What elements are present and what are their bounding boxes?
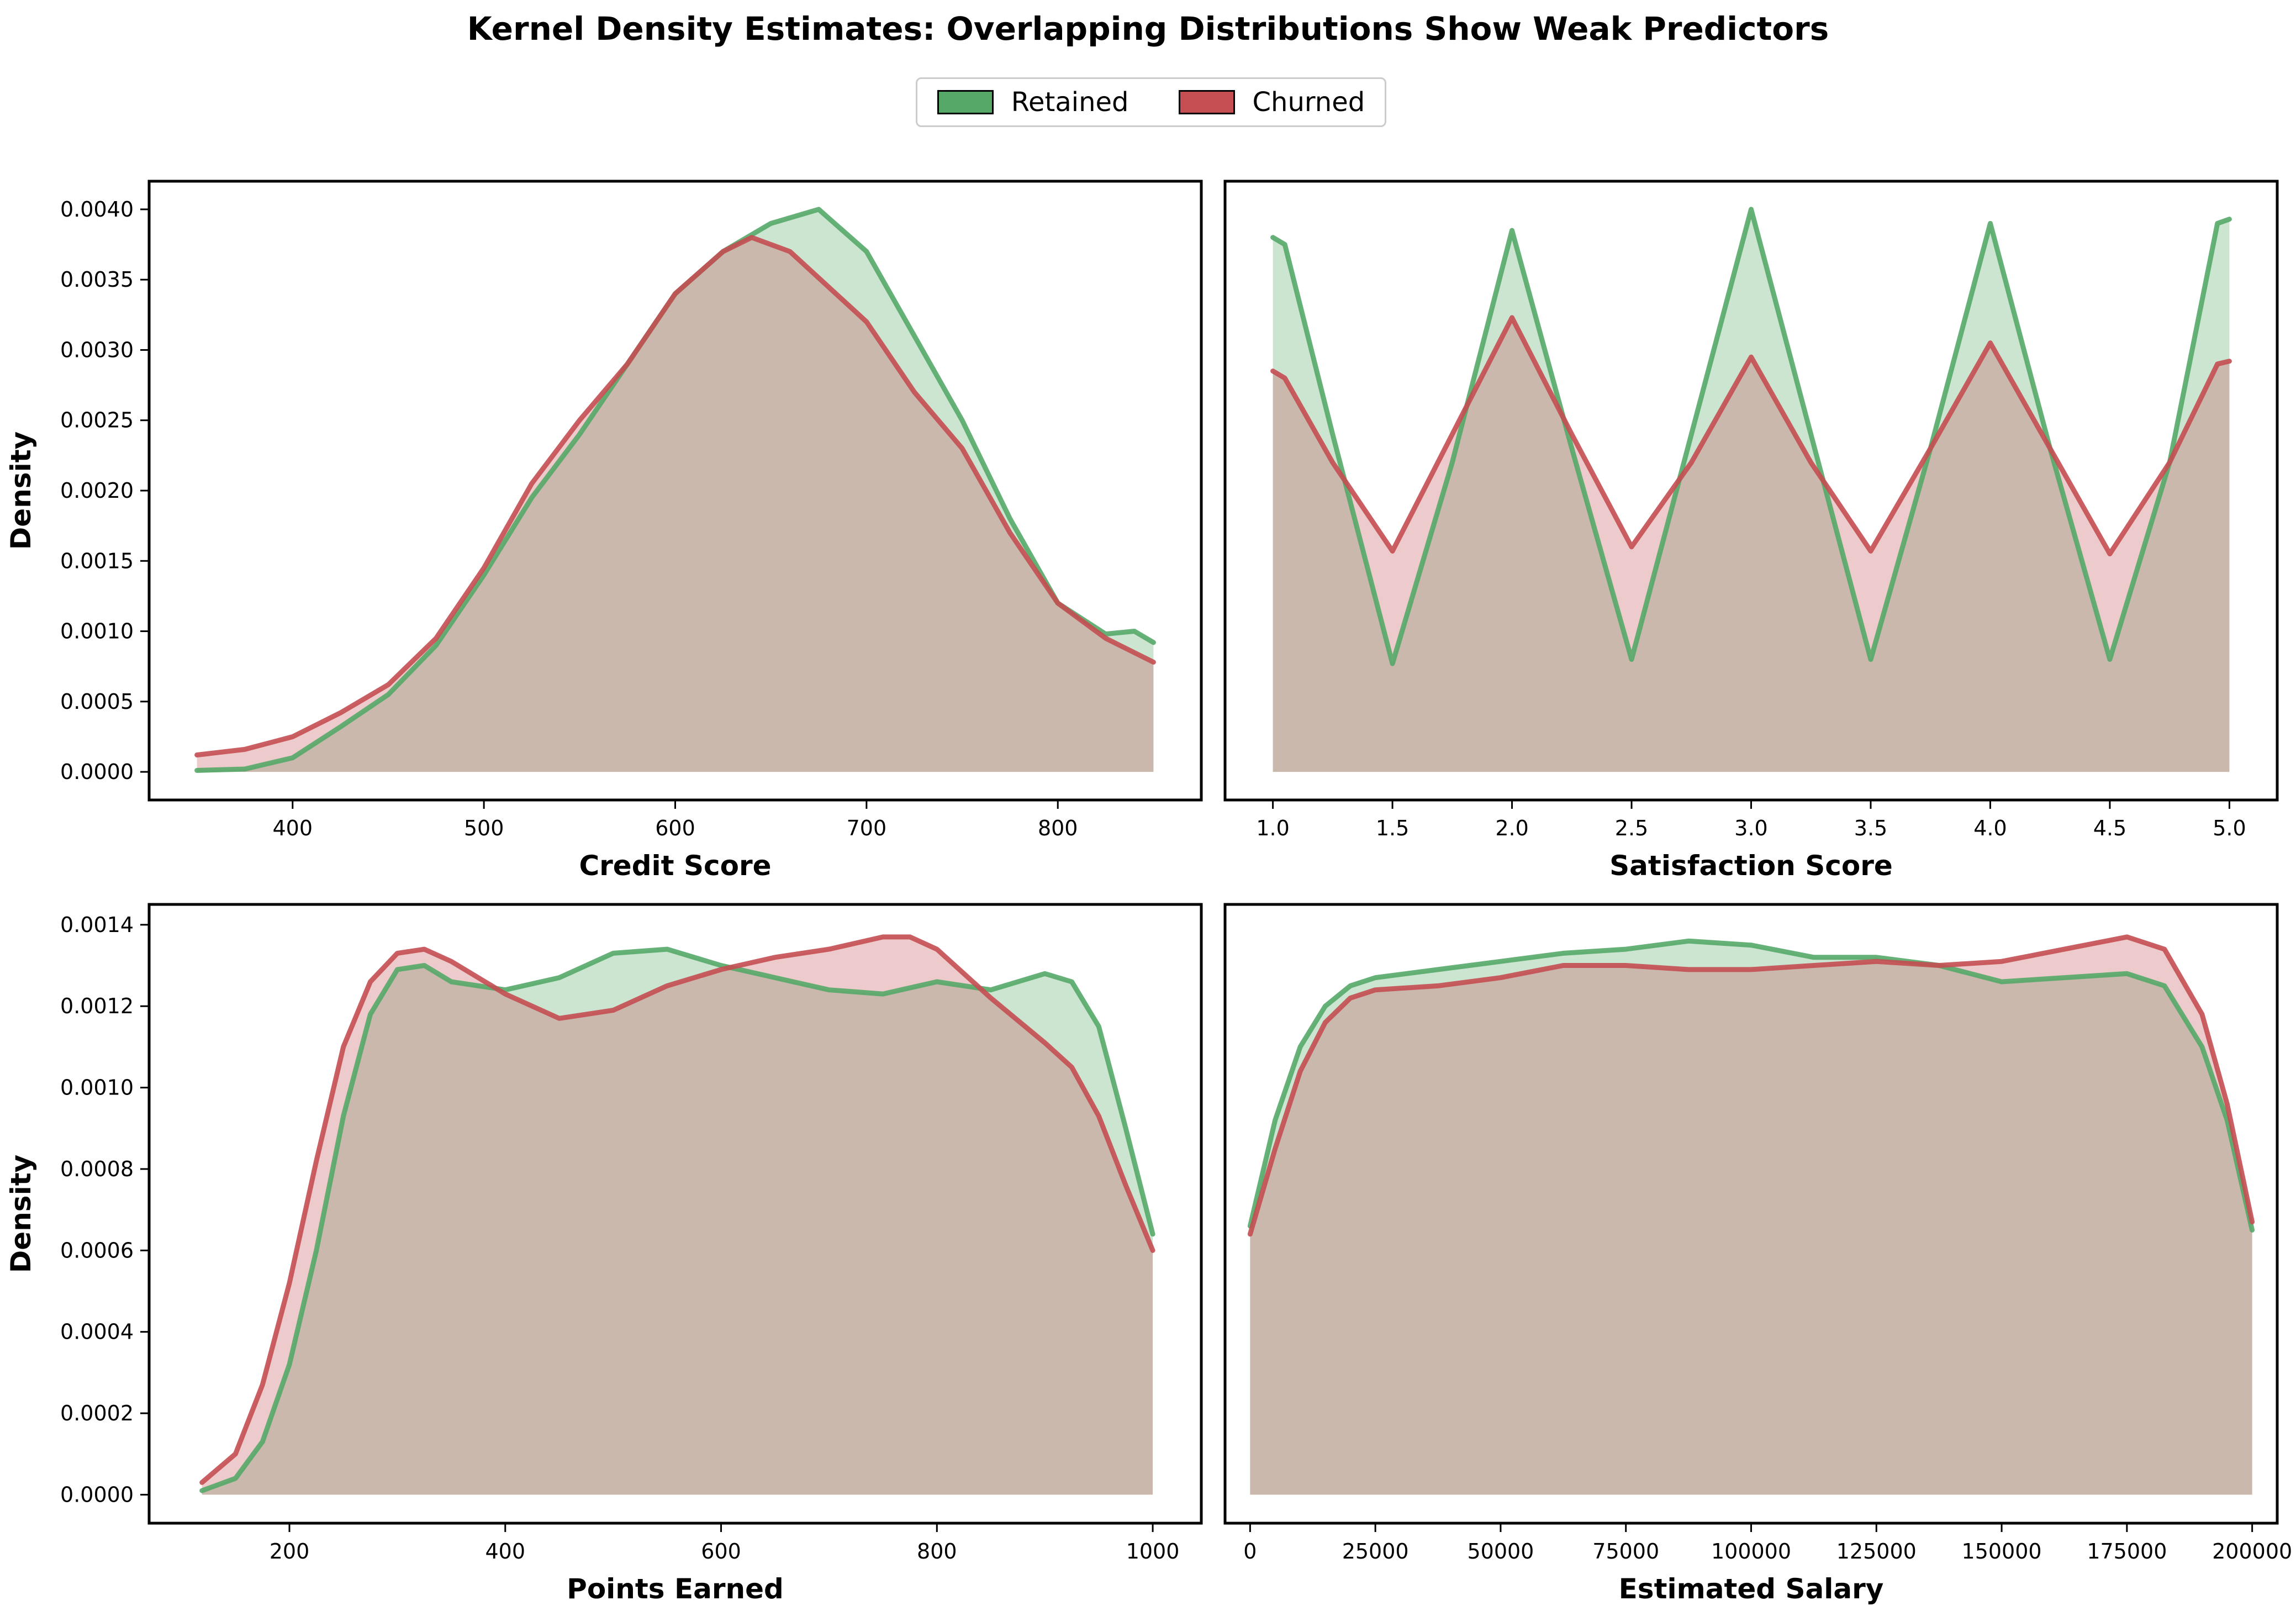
panel-credit-score: 400 500 600 700 800 0.0000 0.0005 0.0010 0.0015 0… <box>5 180 1203 882</box>
y-tick-label: 0.0035 <box>60 267 134 292</box>
density-line-retained <box>1270 207 2232 666</box>
y-tick-label: 0.0000 <box>60 1482 134 1507</box>
panel-satisfaction-score: 1.0 1.5 2.0 2.5 3.0 3.5 4.0 4.5 5.0 Satisfaction … <box>1223 180 2279 882</box>
x-tick-label: 1000 <box>1126 1539 1180 1564</box>
x-tick-label: 3.0 <box>1734 816 1767 840</box>
x-tick-label: 800 <box>917 1539 957 1564</box>
y-tick-label: 0.0010 <box>60 1076 134 1100</box>
x-tick-label: 25000 <box>1342 1539 1409 1564</box>
y-tick-label: 0.0015 <box>60 549 134 573</box>
x-tick-label: 400 <box>273 816 313 840</box>
y-tick-label: 0.0008 <box>60 1157 134 1181</box>
x-axis-label: Points Earned <box>567 1573 784 1605</box>
y-tick-label: 0.0005 <box>60 689 134 714</box>
y-tick-label: 0.0040 <box>60 197 134 222</box>
x-tick-label: 175000 <box>2087 1539 2167 1564</box>
x-axis-label: Satisfaction Score <box>1609 850 1893 882</box>
legend-label-retained: Retained <box>1011 87 1129 118</box>
plot-frame <box>147 903 1203 1525</box>
y-tick-label: 0.0014 <box>60 913 134 937</box>
density-line-churned <box>199 934 1155 1485</box>
x-tick-label: 1.0 <box>1256 816 1289 840</box>
y-tick-label: 0.0004 <box>60 1320 134 1344</box>
density-line-retained <box>1247 938 2255 1233</box>
density-line-churned <box>194 235 1156 757</box>
legend-item-churned: Churned <box>1178 87 1365 118</box>
legend-item-retained: Retained <box>937 87 1129 118</box>
y-tick-label: 0.0006 <box>60 1238 134 1262</box>
density-area-retained <box>202 949 1153 1495</box>
density-area-churned <box>1273 317 2230 772</box>
y-tick-label: 0.0000 <box>60 760 134 784</box>
x-tick-label: 600 <box>655 816 695 840</box>
panel-points-earned: 200 400 600 800 1000 0.0000 0.0002 0.0004 0.0006… <box>5 903 1203 1605</box>
legend-swatch-retained <box>937 90 994 114</box>
y-tick-label: 0.0012 <box>60 994 134 1018</box>
y-axis-label: Density <box>5 1155 37 1273</box>
x-tick-label: 5.0 <box>2213 816 2246 840</box>
legend: Retained Churned <box>916 77 1386 127</box>
density-area-retained <box>1273 209 2230 772</box>
y-tick-label: 0.0010 <box>60 619 134 644</box>
x-tick-label: 0 <box>1243 1539 1257 1564</box>
x-axis-label: Credit Score <box>579 850 771 882</box>
density-area-retained <box>197 209 1154 772</box>
x-tick-label: 50000 <box>1467 1539 1534 1564</box>
x-tick-label: 2.5 <box>1615 816 1648 840</box>
y-axis-label: Density <box>5 431 37 550</box>
x-tick-label: 200000 <box>2212 1539 2292 1564</box>
legend-label-churned: Churned <box>1252 87 1365 118</box>
x-tick-label: 3.5 <box>1854 816 1887 840</box>
legend-swatch-churned <box>1178 90 1235 114</box>
x-tick-label: 400 <box>485 1539 526 1564</box>
x-tick-label: 75000 <box>1592 1539 1659 1564</box>
x-tick-label: 700 <box>847 816 887 840</box>
y-tick-label: 0.0002 <box>60 1401 134 1425</box>
density-line-churned <box>1247 934 2255 1237</box>
y-tick-label: 0.0030 <box>60 338 134 362</box>
chart-title: Kernel Density Estimates: Overlapping Di… <box>467 10 1829 48</box>
x-tick-label: 800 <box>1038 816 1078 840</box>
density-area-churned <box>1250 936 2252 1495</box>
density-area-retained <box>1250 941 2252 1495</box>
x-tick-label: 500 <box>464 816 504 840</box>
density-line-retained <box>199 946 1155 1493</box>
x-tick-label: 600 <box>701 1539 741 1564</box>
x-tick-label: 4.5 <box>2093 816 2126 840</box>
x-axis-label: Estimated Salary <box>1619 1573 1884 1605</box>
density-line-churned <box>1270 315 2232 556</box>
x-tick-label: 200 <box>270 1539 310 1564</box>
x-tick-label: 150000 <box>1962 1539 2042 1564</box>
panel-estimated-salary: 0 25000 50000 75000 100000 125000 150000 175000… <box>1223 903 2292 1605</box>
x-tick-label: 1.5 <box>1376 816 1409 840</box>
y-tick-label: 0.0025 <box>60 408 134 433</box>
x-tick-label: 100000 <box>1711 1539 1791 1564</box>
x-tick-label: 2.0 <box>1495 816 1528 840</box>
density-area-churned <box>202 936 1153 1495</box>
x-tick-label: 125000 <box>1836 1539 1917 1564</box>
density-area-churned <box>197 237 1154 772</box>
x-tick-label: 4.0 <box>1973 816 2007 840</box>
y-tick-label: 0.0020 <box>60 478 134 503</box>
